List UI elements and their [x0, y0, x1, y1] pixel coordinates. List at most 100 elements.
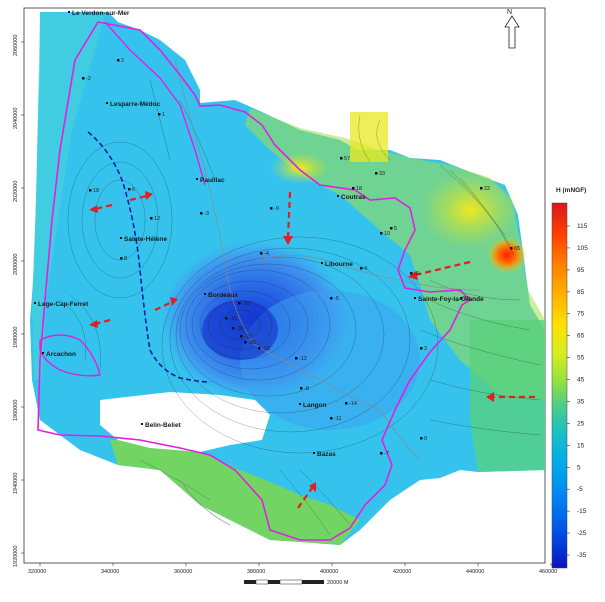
sample-point-value: -7: [384, 451, 389, 457]
sample-point-marker: [420, 437, 423, 440]
y-tick-label: 1940000: [13, 473, 19, 494]
colorbar-gradient: [551, 202, 568, 569]
sample-point-marker: [232, 327, 235, 330]
sample-point-marker: [360, 267, 363, 270]
town-label: Langon: [303, 402, 326, 409]
y-tick-label: 2000000: [13, 254, 19, 275]
town-marker: [141, 423, 143, 425]
town-marker: [337, 195, 339, 197]
sample-point-value: 2: [121, 58, 124, 64]
sample-point-value: -14: [349, 401, 357, 407]
sample-point-value: -19: [262, 346, 270, 352]
sample-point-value: -30: [236, 326, 244, 332]
y-tick-label: 2020000: [13, 181, 19, 202]
colorbar-tick-label: 35: [577, 398, 585, 405]
colorbar-tick-label: -15: [577, 508, 587, 515]
e-hotspot: [487, 237, 527, 273]
town-marker: [204, 293, 206, 295]
sample-point-marker: [352, 187, 355, 190]
x-tick-label: 440000: [466, 569, 484, 575]
colorbar-tick-label: 55: [577, 355, 585, 362]
town-marker: [321, 262, 323, 264]
sample-point-value: 1: [162, 112, 165, 118]
x-tick-label: 360000: [174, 569, 192, 575]
colorbar-tick-label: 85: [577, 289, 585, 296]
sample-point-marker: [240, 335, 243, 338]
flow-arrowheads: [89, 191, 494, 492]
gironde-estuary: [104, 21, 206, 186]
town-marker: [196, 178, 198, 180]
town-label: Libourne: [325, 261, 353, 268]
x-axis-ticks: 320000 340000 360000 380000 400000 420000 4400…: [28, 563, 557, 575]
colorbar-tick-label: 15: [577, 442, 585, 449]
sample-point-marker: [330, 417, 333, 420]
sample-point-value: 33: [379, 171, 385, 177]
town-labels: Le Verdon-sur-Mer Lesparre-Médoc Pauillac S…: [34, 10, 484, 458]
scale-bar: 20000 M: [244, 579, 349, 586]
town-marker: [34, 302, 36, 304]
sample-point-marker: [340, 157, 343, 160]
flow-arrows: [94, 191, 535, 509]
sample-point-value: 6: [132, 187, 135, 193]
town-label: Sainte-Foy-la-Grande: [418, 296, 484, 303]
sample-point-marker: [128, 188, 131, 191]
sample-point-marker: [225, 317, 228, 320]
sample-point-marker: [510, 247, 513, 250]
sample-point-value: -3: [204, 211, 209, 217]
y-tick-label: 1960000: [13, 400, 19, 421]
se-green-east: [470, 320, 545, 472]
sample-point-marker: [345, 402, 348, 405]
sample-point-value: -26: [248, 340, 256, 346]
sample-point-value: 12: [154, 216, 160, 222]
sample-point-marker: [244, 341, 247, 344]
sample-point-value: -4: [264, 251, 269, 257]
town-label: Pauillac: [200, 177, 225, 184]
x-tick-label: 320000: [28, 569, 46, 575]
sample-point-value: -12: [299, 356, 307, 362]
town-label: Sainte-Hélène: [124, 236, 167, 243]
sample-point-marker: [380, 232, 383, 235]
sample-point-marker: [300, 387, 303, 390]
town-marker: [299, 403, 301, 405]
town-label: Bordeaux: [208, 292, 238, 299]
sample-point-value: 65: [514, 246, 520, 252]
y-tick-label: 2060000: [13, 35, 19, 56]
sample-point-value: 15: [464, 296, 470, 302]
sample-point-value: 4: [364, 266, 367, 272]
rivers: [174, 59, 481, 526]
colorbar-tick-label: 95: [577, 267, 585, 274]
north-yellow-block: [350, 112, 388, 162]
sample-point-value: -6: [414, 271, 419, 277]
deep-core: [202, 300, 278, 360]
ne-yellow-high: [420, 170, 520, 250]
sample-point-value: -8: [304, 386, 309, 392]
town-marker: [42, 352, 44, 354]
x-tick-label: 420000: [393, 569, 411, 575]
south-green: [110, 440, 360, 545]
colorbar-title: H (mNGF): [556, 187, 586, 194]
colorbar-tick-label: 5: [577, 464, 581, 471]
town-label: Bazas: [317, 451, 336, 458]
town-marker: [120, 237, 122, 239]
sample-point-value: -22: [244, 334, 252, 340]
sample-point-marker: [120, 257, 123, 260]
pauillac-yellow: [270, 152, 330, 184]
colorbar-tick-label: 65: [577, 333, 585, 340]
town-marker: [414, 297, 416, 299]
town-marker: [68, 11, 70, 13]
sample-point-marker: [270, 207, 273, 210]
sample-point-marker: [82, 77, 85, 80]
colorbar: H (mNGF) 115 105 95 85 75 65 55 45 35 25 15 5 -5 -15 -…: [551, 187, 588, 569]
sample-point-value: 5: [394, 226, 397, 232]
sample-point-marker: [460, 297, 463, 300]
sample-point-marker: [158, 113, 161, 116]
sample-point-value: 3: [424, 346, 427, 352]
sample-point-marker: [480, 187, 483, 190]
north-arrow: N: [504, 9, 520, 49]
town-label: Arcachon: [46, 351, 76, 358]
sample-point-marker: [380, 452, 383, 455]
sample-point-value: 18: [356, 186, 362, 192]
y-tick-label: 1920000: [13, 546, 19, 567]
town-marker: [313, 452, 315, 454]
